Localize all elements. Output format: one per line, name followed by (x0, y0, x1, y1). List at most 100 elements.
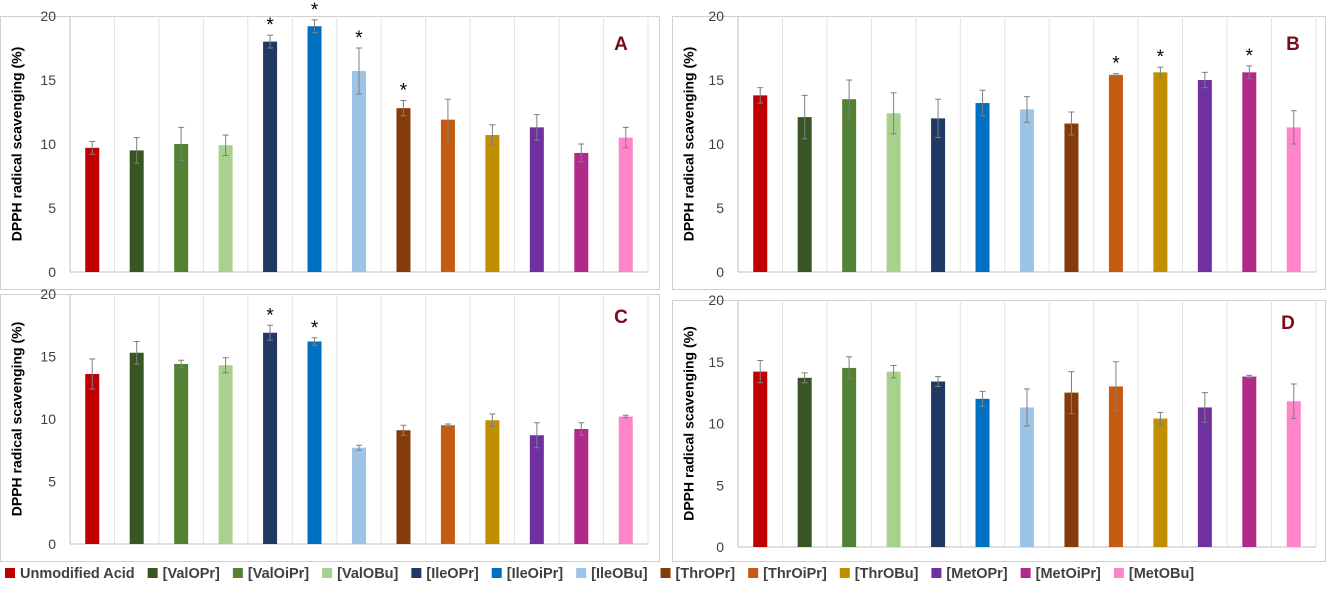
panel-c: 0 5 10 15 20 DPPH radical scavenging (%) C * * (0, 286, 660, 562)
significance-marker: * (311, 318, 319, 339)
legend-label: [ThrOPr] (676, 566, 736, 582)
bar-metopr (529, 435, 544, 544)
bar-valobu (218, 145, 233, 272)
bar-ileobu (352, 447, 366, 544)
legend-swatch (491, 568, 502, 578)
bar-metobu (618, 416, 633, 544)
legend-item: [ThrOBu] (839, 566, 919, 582)
legend-label: [MetOiPr] (1036, 566, 1101, 582)
y-tick-label: 20 (40, 286, 56, 302)
legend-label: [ThrOBu] (855, 566, 919, 582)
y-tick-label: 15 (708, 72, 724, 88)
bar-valopr (797, 117, 812, 273)
legend-swatch (232, 568, 243, 578)
y-tick-label: 20 (708, 292, 724, 308)
legend-item: [ValOiPr] (232, 566, 309, 582)
legend-label: [MetOPr] (946, 566, 1007, 582)
bar-ileobu (1020, 407, 1034, 547)
y-tick-label: 10 (708, 416, 724, 432)
y-tick-label: 15 (40, 349, 56, 365)
legend-swatch (660, 568, 671, 578)
legend-label: [IleOBu] (591, 566, 648, 582)
bar-throipr (440, 425, 455, 544)
legend-item: [ValOBu] (322, 566, 399, 582)
bar-valobu (886, 371, 901, 547)
bar-ileoipr (975, 398, 990, 547)
bar-thropr (396, 108, 411, 272)
y-tick-label: 20 (708, 8, 724, 24)
bar-unmodified-acid (753, 95, 768, 272)
bar-metobu (1286, 401, 1301, 547)
legend-item: [ThrOiPr] (748, 566, 827, 582)
bar-ileoipr (307, 26, 322, 272)
legend-swatch (147, 568, 158, 578)
bar-thropr (1064, 392, 1079, 547)
bar-throipr (1108, 74, 1123, 272)
legend-label: [ThrOiPr] (763, 566, 827, 582)
y-tick-label: 5 (716, 477, 724, 493)
bar-valoipr (842, 367, 857, 547)
y-tick-label: 0 (716, 264, 724, 280)
legend-swatch (576, 568, 587, 578)
y-tick-label: 20 (40, 8, 56, 24)
y-tick-label: 10 (40, 136, 56, 152)
panel-d: 0 5 10 15 20 DPPH radical scavenging (%) D (672, 292, 1326, 562)
bar-metobu (618, 137, 633, 272)
legend-label: [MetOBu] (1129, 566, 1194, 582)
legend-swatch (322, 568, 333, 578)
bar-ileopr (263, 332, 278, 544)
legend-label: [IleOiPr] (507, 566, 564, 582)
bar-metoipr (1242, 72, 1257, 272)
bar-metopr (1197, 407, 1212, 547)
panel-frame (0, 16, 660, 290)
bar-metopr (529, 127, 544, 272)
legend-item: [MetOPr] (931, 566, 1008, 582)
significance-marker: * (1246, 46, 1254, 67)
legend-item: [ThrOPr] (660, 566, 736, 582)
bar-metoipr (574, 152, 589, 272)
bar-throbu (485, 420, 500, 544)
bar-throbu (485, 135, 500, 272)
legend-item: Unmodified Acid (5, 566, 135, 582)
y-tick-label: 5 (716, 200, 724, 216)
panel-b: 0 5 10 15 20 DPPH radical scavenging (%) B * * * (672, 8, 1326, 290)
bar-metoipr (1242, 376, 1257, 547)
legend-swatch (748, 568, 759, 578)
bar-thropr (396, 430, 411, 544)
y-tick-label: 0 (48, 264, 56, 280)
panel-frame (672, 16, 1326, 290)
bar-valoipr (174, 144, 189, 272)
legend-item: [ValOPr] (147, 566, 220, 582)
bar-ileoipr (975, 103, 990, 272)
panel-label: C (614, 307, 628, 328)
bar-unmodified-acid (85, 374, 100, 544)
legend: Unmodified Acid [ValOPr] [ValOiPr] [ValOBu]… (5, 566, 1194, 582)
y-tick-label: 5 (48, 474, 56, 490)
y-tick-label: 0 (48, 536, 56, 552)
y-tick-label: 15 (708, 354, 724, 370)
bar-valopr (797, 377, 812, 547)
significance-marker: * (400, 80, 408, 101)
y-axis-label: DPPH radical scavenging (%) (681, 47, 697, 242)
y-axis-label: DPPH radical scavenging (%) (9, 322, 25, 517)
y-axis-label: DPPH radical scavenging (%) (681, 326, 697, 521)
legend-swatch (1113, 568, 1124, 578)
bar-throipr (440, 119, 455, 273)
bar-ileobu (352, 71, 366, 272)
bar-ileopr (931, 381, 946, 547)
bar-valobu (218, 365, 233, 544)
y-tick-label: 5 (48, 200, 56, 216)
y-axis-label: DPPH radical scavenging (%) (9, 47, 25, 242)
legend-swatch (411, 568, 422, 578)
significance-marker: * (1157, 47, 1165, 68)
significance-marker: * (1112, 54, 1120, 75)
legend-item: [IleOBu] (576, 566, 648, 582)
panel-frame (0, 294, 660, 562)
legend-item: [MetOiPr] (1020, 566, 1101, 582)
panel-frame (672, 300, 1326, 562)
panel-label: B (1286, 34, 1300, 55)
bar-valopr (129, 352, 144, 544)
panel-label: A (614, 34, 628, 55)
legend-item: [IleOiPr] (491, 566, 564, 582)
significance-marker: * (355, 28, 363, 49)
